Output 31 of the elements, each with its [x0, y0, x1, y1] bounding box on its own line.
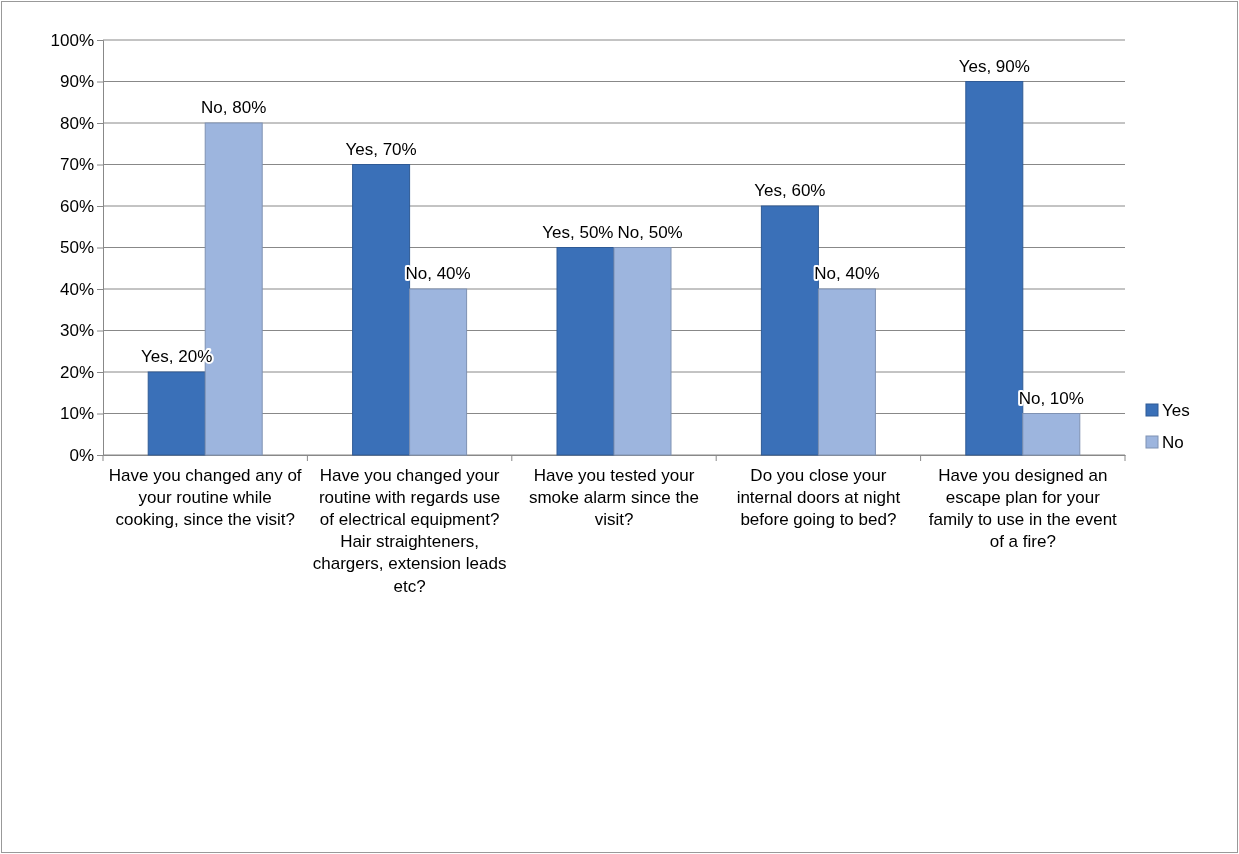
y-tick-label: 50%: [59, 238, 94, 258]
bar: [1022, 413, 1081, 456]
y-tick-label: 10%: [59, 404, 94, 424]
y-tick-label: 70%: [59, 155, 94, 175]
bar: [817, 288, 876, 456]
bar: [409, 288, 468, 456]
data-label: Yes, 20%: [141, 347, 213, 366]
legend-label: No: [1162, 433, 1184, 452]
y-tick-label: 90%: [59, 72, 94, 92]
data-label: Yes, 50%: [542, 222, 614, 242]
legend-label: Yes: [1162, 401, 1190, 420]
y-tick-label: 30%: [59, 321, 94, 341]
data-label: Yes, 90%: [958, 56, 1030, 76]
bar: [147, 371, 206, 456]
y-tick-label: 100%: [50, 30, 94, 50]
x-tick-label: Have you changed your routine with regards use of electrical equipment? Hair straighteners, chargers, extension leads etc?: [312, 466, 507, 596]
data-label: Yes, 70%: [345, 139, 417, 159]
data-label: Yes, 60%: [754, 181, 826, 200]
data-label: No, 80%: [201, 98, 267, 117]
data-label: No, 50%: [617, 222, 683, 242]
bar: [556, 247, 615, 456]
y-tick-label: 80%: [59, 113, 94, 133]
y-tick-label: 0%: [69, 445, 94, 465]
x-tick-label: Have you designed an escape plan for your family to use in the event of a fire?: [928, 466, 1118, 552]
x-tick-label: Have you tested your smoke alarm since the visit?: [528, 466, 700, 530]
x-tick-label: Do you close your internal doors at night before going to bed?: [736, 466, 901, 530]
bar: [613, 247, 672, 456]
y-tick-label: 60%: [59, 196, 94, 216]
y-tick-label: 40%: [59, 279, 94, 299]
y-tick-label: 20%: [59, 362, 94, 382]
x-tick-label: Have you changed any of your routine while cooking, since the visit?: [108, 466, 302, 530]
